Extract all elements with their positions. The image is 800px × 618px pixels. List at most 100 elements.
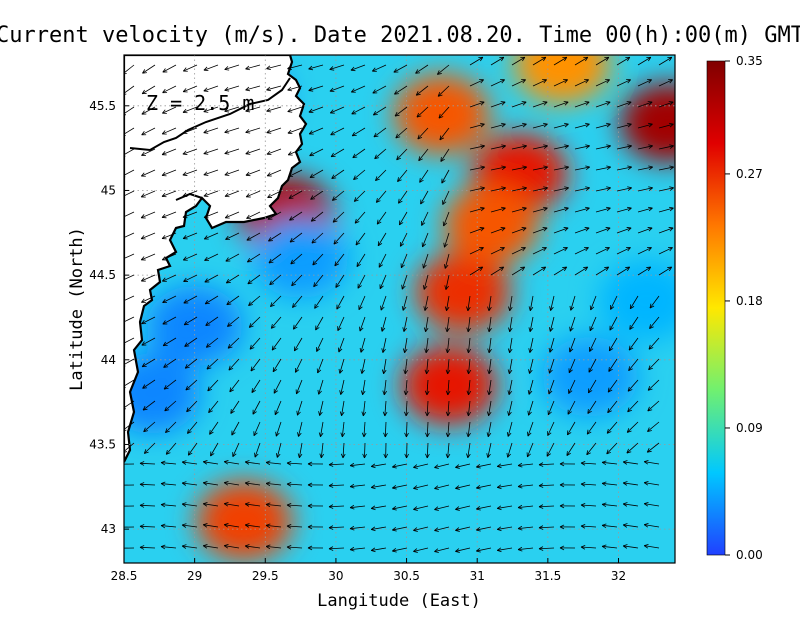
current-arrow-286 (349, 525, 366, 531)
current-arrow-203 (292, 295, 303, 308)
current-arrow-494 (548, 358, 555, 374)
current-arrow-175 (267, 211, 282, 220)
current-arrow-126 (224, 190, 240, 198)
current-arrow-214 (286, 523, 303, 529)
current-arrow-345 (422, 253, 429, 269)
current-arrow-444 (508, 316, 513, 333)
current-arrow-301 (381, 337, 387, 353)
current-arrow-365 (441, 169, 450, 184)
current-arrow-491 (549, 295, 555, 311)
current-arrow-532 (595, 144, 611, 150)
current-arrow-165 (244, 502, 261, 507)
current-arrow-590 (628, 358, 639, 372)
current-arrow-159 (251, 379, 261, 393)
current-arrow-354 (425, 442, 430, 459)
current-arrow-498 (546, 442, 555, 457)
current-arrow-524 (559, 482, 576, 488)
current-arrow-423 (487, 379, 492, 396)
current-arrow-507 (574, 122, 590, 129)
current-arrow-439 (511, 206, 527, 213)
current-arrow-347 (423, 295, 429, 311)
current-arrow-553 (616, 79, 631, 87)
current-arrow-62 (163, 358, 177, 368)
current-arrow-428 (476, 484, 492, 490)
current-arrow-319 (398, 211, 408, 226)
current-arrow-450 (506, 442, 513, 458)
current-arrow-51 (161, 127, 177, 135)
current-arrow-20 (124, 484, 135, 486)
current-arrow-332 (392, 484, 408, 490)
depth-label: Z = 2.5 m (146, 91, 254, 115)
current-arrow-446 (507, 358, 513, 374)
current-arrow-452 (496, 484, 513, 490)
current-arrow-105 (204, 253, 219, 261)
current-arrow-135 (229, 379, 240, 393)
current-arrow-343 (421, 211, 429, 226)
current-arrow-435 (511, 122, 527, 129)
current-arrow-189 (265, 502, 282, 508)
current-arrow-456 (532, 56, 547, 66)
current-arrow-124 (224, 148, 240, 155)
current-arrow-518 (568, 358, 576, 374)
current-arrow-542 (588, 358, 597, 373)
current-arrow-43 (139, 461, 156, 466)
current-arrow-464 (532, 227, 548, 234)
current-arrow-184 (274, 400, 282, 416)
current-arrow-402 (466, 442, 471, 459)
current-arrow-220 (309, 148, 324, 157)
current-arrow-238 (307, 524, 324, 530)
current-arrow-164 (244, 481, 261, 486)
current-arrow-329 (404, 421, 409, 438)
current-arrow-609 (658, 247, 673, 255)
current-arrow-529 (595, 79, 610, 87)
current-arrow-160 (252, 400, 261, 415)
current-arrow-475 (517, 462, 534, 468)
current-arrow-268 (352, 148, 366, 159)
current-arrow-455 (496, 547, 513, 553)
current-arrow-270 (353, 190, 366, 202)
current-arrow-556 (616, 144, 632, 150)
current-arrow-185 (275, 421, 282, 437)
current-arrow-153 (246, 253, 261, 263)
current-arrow-61 (162, 337, 177, 347)
current-arrow-481 (553, 79, 568, 87)
current-arrow-543 (587, 379, 597, 394)
current-arrow-201 (290, 253, 303, 265)
current-arrow-363 (439, 127, 450, 141)
current-arrow-292 (374, 148, 387, 160)
current-arrow-554 (616, 101, 632, 108)
current-arrow-154 (247, 274, 261, 285)
current-arrow-280 (361, 400, 367, 417)
current-arrow-312 (393, 64, 408, 73)
current-arrow-254 (338, 358, 345, 374)
current-arrow-492 (548, 316, 555, 332)
current-arrow-341 (419, 169, 429, 183)
current-arrow-352 (425, 400, 430, 417)
current-arrow-122 (224, 106, 240, 113)
current-arrow-451 (496, 463, 513, 469)
current-arrow-551 (580, 544, 597, 550)
current-arrow-99 (203, 127, 219, 134)
current-arrow-131 (226, 295, 240, 306)
current-arrow-505 (574, 79, 589, 87)
current-arrow-399 (466, 379, 472, 396)
current-arrow-273 (356, 253, 366, 268)
current-arrow-259 (328, 462, 345, 467)
current-arrow-387 (469, 122, 485, 129)
current-arrow-77 (182, 169, 198, 176)
current-arrow-318 (398, 190, 408, 204)
current-arrow-284 (349, 483, 366, 489)
current-arrow-615 (647, 379, 660, 391)
current-arrow-614 (648, 358, 660, 371)
current-arrow-522 (566, 442, 576, 456)
current-arrow-157 (249, 337, 261, 350)
current-arrow-297 (378, 253, 387, 268)
chart-title: Current velocity (m/s). Date 2021.08.20.… (0, 23, 800, 48)
current-arrow-242 (329, 106, 345, 114)
current-arrow-559 (616, 206, 632, 213)
current-arrow-477 (517, 504, 534, 510)
current-arrow-458 (532, 101, 548, 108)
current-arrow-120 (224, 64, 240, 71)
current-arrow-295 (376, 211, 387, 225)
current-arrow-574 (601, 523, 618, 529)
